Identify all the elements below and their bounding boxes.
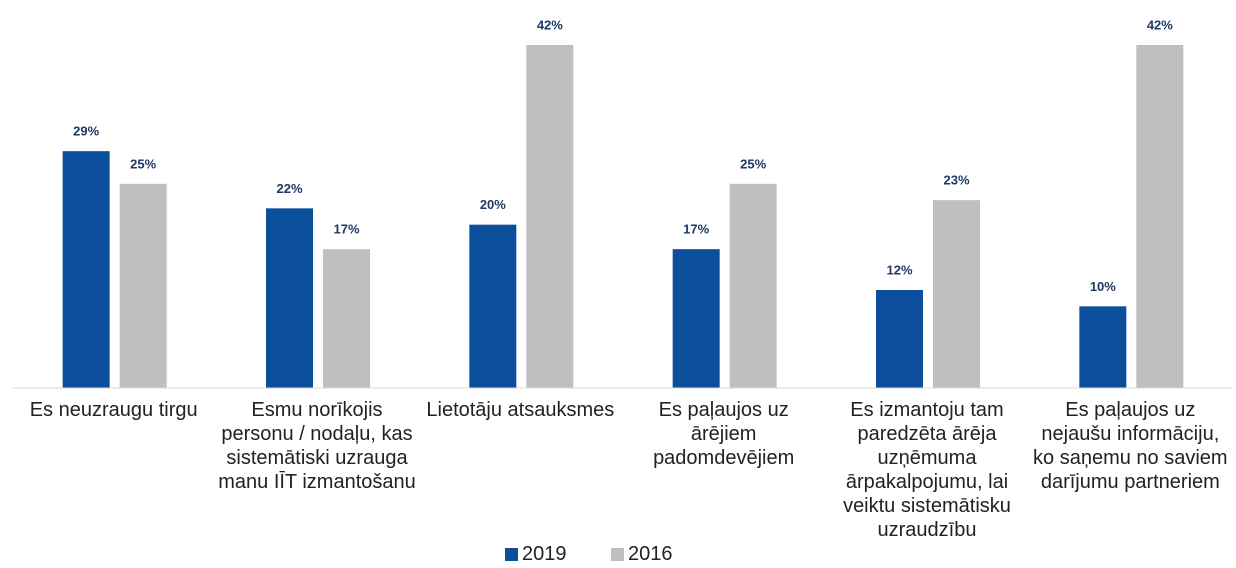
bar xyxy=(266,208,313,388)
legend-label: 2016 xyxy=(628,543,673,565)
x-tick-label: Es neuzraugu tirgu xyxy=(29,399,198,421)
legend-item: 2016 xyxy=(611,543,673,566)
bar xyxy=(672,249,720,388)
bar xyxy=(119,183,167,388)
x-tick-label: Es izmantoju tam paredzēta ārēja uzņēmum… xyxy=(843,399,1011,541)
legend-swatch xyxy=(505,548,518,561)
data-label: 22% xyxy=(276,181,302,196)
data-label: 29% xyxy=(73,124,99,139)
data-label: 25% xyxy=(740,156,766,171)
legend-label: 2019 xyxy=(522,543,567,565)
bar xyxy=(469,224,517,388)
x-tick-label: Es paļaujos uz nejaušu informāciju, ko s… xyxy=(1033,399,1228,493)
data-label: 25% xyxy=(130,156,156,171)
bar xyxy=(1136,45,1184,388)
bar xyxy=(933,200,980,388)
bar xyxy=(876,290,923,388)
bar xyxy=(62,151,110,388)
x-tick-label: Lietotāju atsauksmes xyxy=(426,399,615,421)
data-label: 12% xyxy=(886,262,912,277)
data-label: 23% xyxy=(943,173,969,188)
x-tick-label: Es paļaujos uz ārējiem padomdevējiem xyxy=(653,399,795,469)
bar xyxy=(729,183,777,388)
legend-swatch xyxy=(611,548,624,561)
bar xyxy=(1079,306,1127,388)
bar xyxy=(526,45,574,388)
x-tick-label: Esmu norīkojis personu / nodaļu, kas sis… xyxy=(218,399,416,493)
data-label: 17% xyxy=(683,222,709,237)
data-label: 17% xyxy=(333,222,359,237)
data-label: 20% xyxy=(480,197,506,212)
legend-item: 2019 xyxy=(505,543,567,566)
data-label: 10% xyxy=(1090,279,1116,294)
data-label: 42% xyxy=(1147,17,1173,32)
bar xyxy=(323,249,370,388)
data-label: 42% xyxy=(537,17,563,32)
